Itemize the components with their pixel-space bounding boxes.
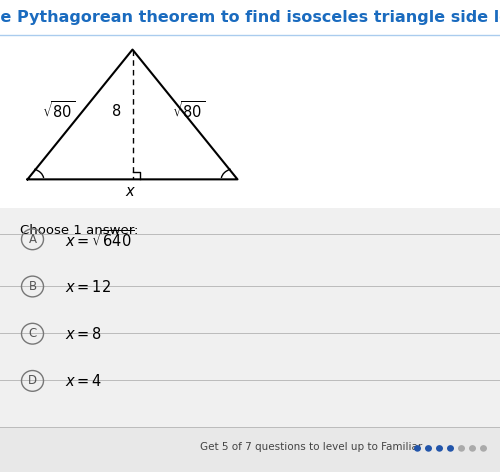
FancyBboxPatch shape [0, 0, 500, 31]
Circle shape [414, 445, 421, 452]
Text: A: A [28, 233, 36, 246]
Text: $x = \sqrt{640}$: $x = \sqrt{640}$ [65, 229, 134, 250]
Text: $x = 4$: $x = 4$ [65, 373, 102, 389]
FancyBboxPatch shape [0, 208, 500, 430]
Circle shape [469, 445, 476, 452]
Circle shape [425, 445, 432, 452]
Circle shape [458, 445, 465, 452]
Text: B: B [28, 280, 36, 293]
Text: $x = 12$: $x = 12$ [65, 278, 111, 295]
Text: Choose 1 answer:: Choose 1 answer: [20, 224, 138, 237]
Circle shape [447, 445, 454, 452]
FancyBboxPatch shape [0, 0, 500, 35]
Text: $\sqrt{80}$: $\sqrt{80}$ [42, 101, 76, 121]
Text: C: C [28, 327, 36, 340]
Circle shape [436, 445, 443, 452]
Text: 8: 8 [112, 104, 121, 119]
FancyBboxPatch shape [0, 31, 500, 208]
Circle shape [480, 445, 487, 452]
Text: Get 5 of 7 questions to level up to Familiar: Get 5 of 7 questions to level up to Fami… [200, 442, 422, 452]
Text: $x$: $x$ [126, 184, 136, 199]
Text: D: D [28, 374, 37, 388]
Text: Use Pythagorean theorem to find isosceles triangle side len: Use Pythagorean theorem to find isoscele… [0, 10, 500, 25]
Text: $\sqrt{80}$: $\sqrt{80}$ [172, 101, 206, 121]
Text: $x = 8$: $x = 8$ [65, 326, 102, 342]
FancyBboxPatch shape [0, 427, 500, 472]
